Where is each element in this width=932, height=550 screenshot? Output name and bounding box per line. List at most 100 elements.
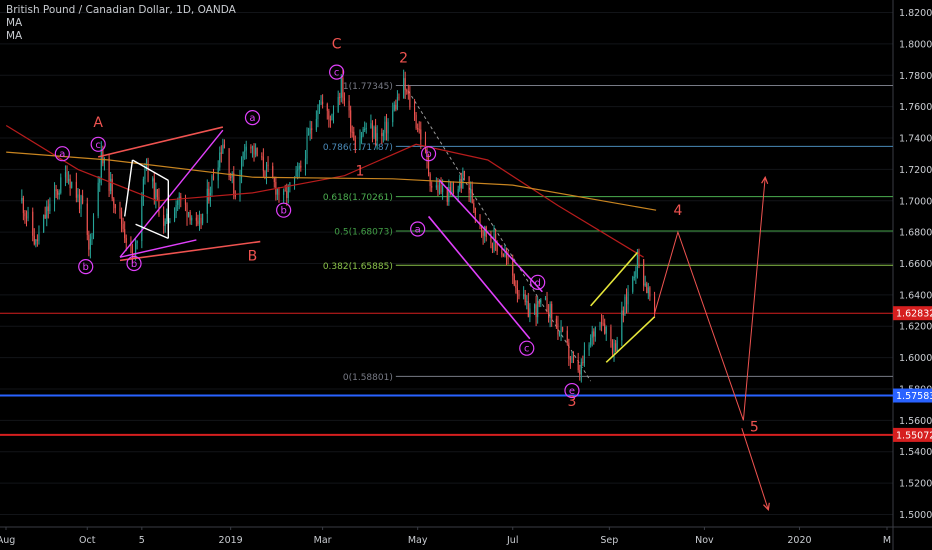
candle-body	[206, 188, 208, 214]
candle-body	[403, 78, 405, 99]
candle-body	[548, 312, 550, 318]
candle-body	[91, 236, 93, 239]
candle-body	[131, 245, 134, 257]
candle-body	[643, 259, 645, 286]
price-level-badge-label-0: 1.62832	[896, 309, 932, 320]
candle-body	[615, 343, 617, 351]
candle-body	[122, 223, 124, 230]
candle-body	[594, 326, 596, 337]
candle-body	[253, 145, 255, 155]
candle-body	[490, 237, 492, 244]
candle-body	[610, 327, 612, 342]
candle-body	[97, 182, 99, 216]
candle-body	[326, 104, 328, 111]
candle-body	[297, 169, 299, 171]
candle-body	[649, 287, 651, 297]
candle-body	[616, 340, 618, 351]
y-tick-label-13: 1.56000	[899, 416, 932, 427]
candle-body	[121, 211, 123, 224]
candle-body	[588, 344, 590, 351]
candle-body	[188, 211, 190, 217]
candle-body	[604, 323, 606, 334]
candle-body	[392, 110, 394, 123]
candle-body	[569, 358, 571, 360]
candle-body	[124, 229, 126, 239]
x-tick-label-8: Nov	[695, 535, 714, 546]
candle-body	[202, 213, 204, 224]
candle-body	[144, 169, 146, 179]
candle-body	[350, 110, 352, 132]
candle-body	[142, 178, 144, 198]
candle-body	[365, 127, 367, 129]
fib-level-label-0: 1(1.77345)	[343, 82, 393, 92]
projection-alt-path	[741, 428, 769, 510]
candle-body	[108, 157, 110, 192]
candle-body	[415, 114, 417, 129]
candle-body	[549, 303, 551, 318]
candle-body	[311, 128, 313, 130]
candle-body	[66, 172, 68, 182]
candle-body	[362, 129, 364, 136]
candle-body	[566, 330, 568, 343]
y-tick-label-6: 1.70000	[899, 196, 932, 207]
flag-left-white	[123, 159, 134, 217]
sub-wave-label-7: b	[425, 149, 431, 160]
candle-body	[479, 214, 481, 226]
candle-body	[351, 131, 353, 133]
candle-body	[78, 194, 81, 209]
y-tick-label-3: 1.76000	[899, 102, 932, 113]
candle-body	[557, 323, 559, 335]
y-tick-label-16: 1.50000	[899, 510, 932, 521]
candle-body	[438, 185, 441, 193]
candle-body	[241, 158, 243, 178]
candle-body	[627, 291, 629, 305]
candle-body	[463, 170, 465, 177]
candle-body	[571, 356, 573, 360]
candle-body	[452, 190, 455, 194]
candle-body	[239, 177, 241, 197]
candle-body	[593, 331, 595, 337]
candle-body	[591, 331, 593, 338]
candle-body	[599, 322, 601, 327]
candle-body	[55, 189, 57, 192]
x-tick-label-7: Sep	[600, 535, 618, 546]
candle-body	[242, 151, 244, 159]
candle-body	[164, 221, 166, 226]
candle-body	[540, 299, 542, 304]
candle-body	[133, 256, 135, 259]
candle-body	[558, 332, 561, 335]
chart-title: British Pound / Canadian Dollar, 1D, OAN…	[6, 4, 236, 16]
candle-body	[136, 240, 138, 244]
candle-body	[262, 157, 264, 172]
candle-body	[103, 157, 105, 164]
indicator-ma-fast: MA	[6, 17, 23, 29]
fib-level-label-5: 0(1.58801)	[343, 373, 393, 383]
candle-body	[420, 129, 422, 140]
candle-body	[332, 111, 335, 115]
candle-body	[428, 159, 430, 175]
sub-wave-circle-1	[90, 136, 106, 152]
x-tick-label-5: May	[408, 535, 428, 546]
candle-body	[234, 194, 236, 197]
candle-body	[46, 206, 48, 219]
candle-body	[371, 123, 374, 138]
candle-body	[361, 135, 363, 139]
candle-body	[544, 298, 547, 300]
candle-body	[632, 277, 634, 292]
candle-body	[320, 101, 322, 105]
sub-wave-circle-9	[519, 340, 535, 356]
channel-upper-yellow	[590, 251, 639, 307]
candle-body	[289, 182, 291, 186]
candle-body	[364, 128, 366, 130]
candle-body	[217, 167, 219, 181]
candle-body	[77, 194, 79, 198]
candle-body	[180, 196, 182, 200]
candle-body	[32, 211, 34, 236]
candle-body	[155, 189, 157, 200]
sub-wave-circle-3	[126, 255, 142, 272]
candle-body	[24, 213, 26, 217]
candle-body	[451, 190, 453, 194]
candle-body	[370, 123, 372, 128]
candle-body	[267, 164, 269, 167]
